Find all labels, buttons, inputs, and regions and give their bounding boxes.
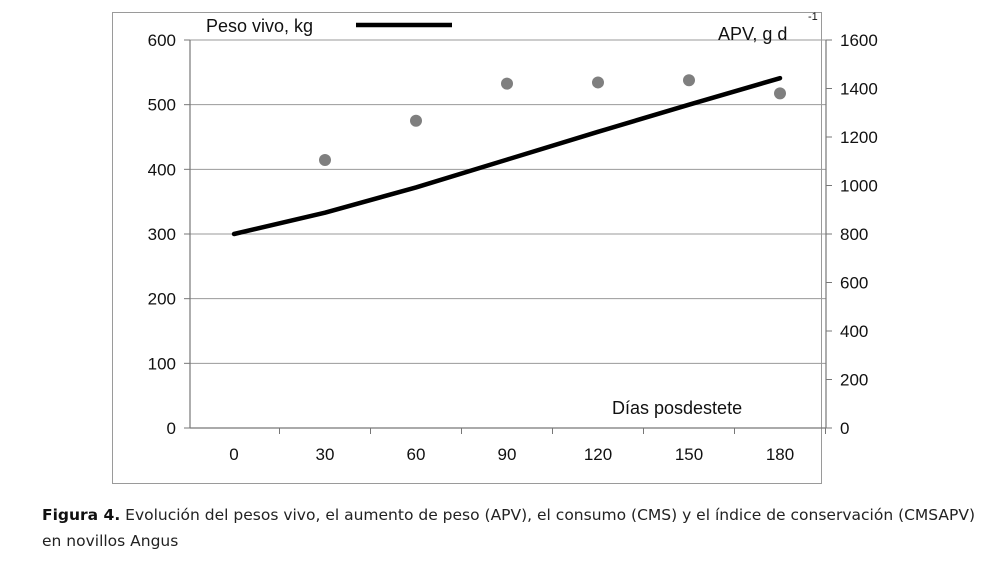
x-tick-label: 120 [584,445,612,464]
y-left-tick-label: 400 [148,160,176,179]
y-right-tick-label: 600 [840,274,868,293]
y-right-tick-label: 200 [840,371,868,390]
y-left-tick-label: 500 [148,96,176,115]
figure-caption: Figura 4. Evolución del pesos vivo, el a… [42,502,992,554]
x-tick-label: 0 [229,445,238,464]
apv-point [501,77,513,90]
y-right-tick-label: 1400 [840,80,878,99]
x-tick-label: 180 [766,445,794,464]
y-left-tick-label: 200 [148,290,176,309]
y-right-tick-label: 800 [840,225,868,244]
x-tick-label: 60 [407,445,426,464]
y-right-tick-label: 1600 [840,31,878,50]
legend-label-peso-vivo: Peso vivo, kg [206,16,313,36]
y-axis-right-label: APV, g d [718,24,787,44]
apv-point [319,154,331,167]
y-right-tick-label: 400 [840,322,868,341]
x-tick-label: 150 [675,445,703,464]
y-axis-right-label-sup: -1 [808,11,818,23]
peso-vivo-line [231,75,783,237]
y-right-tick-label: 1000 [840,177,878,196]
apv-point [410,114,422,127]
y-right-tick-label: 1200 [840,128,878,147]
y-left-tick-label: 100 [148,354,176,373]
x-tick-label: 30 [316,445,335,464]
y-right-tick-label: 0 [840,419,849,438]
y-left-tick-label: 0 [167,419,176,438]
apv-point [592,76,604,89]
y-left-tick-label: 300 [148,225,176,244]
apv-point [774,87,786,100]
y-left-tick-label: 600 [148,31,176,50]
apv-point [683,74,695,87]
x-axis-label: Días posdestete [612,398,742,418]
chart: 0100200300400500600020040060080010001200… [148,11,878,464]
x-tick-label: 90 [498,445,517,464]
chart-frame [112,12,822,484]
caption-text: Evolución del pesos vivo, el aumento de … [42,506,976,550]
caption-label: Figura 4. [42,506,121,524]
